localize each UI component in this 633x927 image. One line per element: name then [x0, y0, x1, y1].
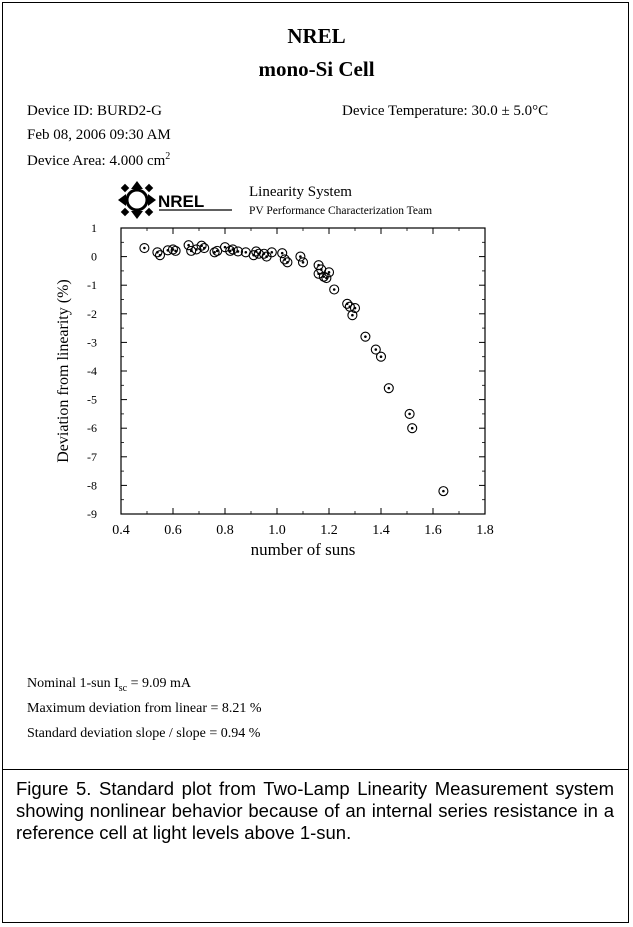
data-point	[170, 245, 181, 256]
device-id: Device ID: BURD2-G	[27, 103, 162, 119]
y-axis-ticks: 1 0 -1 -2 -3 -4 -5 -6 -7 -8 -9	[87, 221, 485, 521]
plot-frame	[120, 227, 486, 515]
data-point	[360, 331, 371, 342]
y-tick-label: -8	[87, 478, 97, 492]
linearity-chart: NREL Linearity System PV Performance Cha…	[55, 181, 494, 559]
nominal-isc-text: Nominal 1-sun I	[27, 676, 119, 691]
y-tick-label: -1	[87, 278, 97, 292]
data-point	[329, 284, 340, 295]
y-tick-label: -2	[87, 307, 97, 321]
y-tick-label: 1	[91, 221, 97, 235]
data-point	[232, 246, 244, 257]
nominal-isc: Nominal 1-sun Isc = 9.09 mA	[27, 676, 191, 694]
data-point	[227, 244, 238, 255]
data-point	[349, 303, 361, 314]
title-device: mono-Si Cell	[258, 57, 375, 81]
y-tick-label: -5	[87, 393, 97, 407]
nrel-logo-icon	[118, 181, 156, 219]
max-deviation: Maximum deviation from linear = 8.21 %	[27, 701, 262, 716]
data-point	[375, 351, 387, 362]
data-point	[183, 240, 194, 251]
x-axis-ticks: 0.4 0.6 0.8 1.0 1.2 1.4 1.6 1.8	[112, 228, 494, 538]
x-tick-label: 1.0	[268, 523, 286, 538]
x-axis-label: number of suns	[251, 540, 356, 559]
x-tick-label: 1.6	[424, 523, 442, 538]
data-point	[154, 250, 166, 261]
data-point	[282, 257, 293, 268]
y-tick-label: 0	[91, 250, 97, 264]
data-point	[370, 344, 381, 355]
x-tick-label: 0.6	[164, 523, 182, 538]
x-tick-label: 1.2	[320, 523, 338, 538]
y-axis-label: Deviation from linearity (%)	[55, 279, 72, 463]
data-point	[139, 242, 150, 254]
logo-team-name: PV Performance Characterization Team	[249, 205, 432, 217]
y-tick-label: -6	[87, 421, 97, 435]
x-tick-label: 0.8	[216, 523, 234, 538]
data-point	[199, 242, 210, 254]
data-point	[383, 383, 394, 394]
nominal-isc-value: = 9.09 mA	[127, 676, 192, 691]
y-tick-label: -4	[87, 364, 97, 378]
device-area-exponent: 2	[165, 151, 171, 162]
data-point	[321, 272, 332, 284]
nominal-isc-subscript: sc	[118, 682, 128, 694]
y-tick-label: -7	[87, 450, 97, 464]
nrel-logo-text: NREL	[158, 192, 204, 211]
data-point	[167, 244, 179, 255]
data-point	[407, 423, 418, 434]
figure-caption: Figure 5. Standard plot from Two-Lamp Li…	[16, 778, 614, 843]
caption-divider	[2, 769, 629, 770]
nrel-logo: NREL	[118, 181, 232, 219]
data-point	[347, 310, 358, 321]
data-point	[438, 486, 449, 497]
y-tick-label: -3	[87, 335, 97, 349]
device-area-text: Device Area: 4.000 cm	[27, 153, 166, 169]
x-tick-label: 1.4	[372, 523, 390, 538]
data-point	[266, 247, 277, 258]
title-org: NREL	[287, 24, 346, 48]
data-point	[209, 247, 220, 258]
y-tick-label: -9	[87, 507, 97, 521]
data-point	[297, 257, 309, 268]
data-point	[277, 248, 288, 259]
data-point	[404, 408, 415, 419]
data-point	[323, 267, 335, 278]
std-deviation-slope: Standard deviation slope / slope = 0.94 …	[27, 726, 261, 741]
measurement-datetime: Feb 08, 2006 09:30 AM	[27, 127, 171, 143]
device-area: Device Area: 4.000 cm2	[27, 151, 170, 170]
device-temperature: Device Temperature: 30.0 ± 5.0°C	[342, 103, 549, 119]
data-point	[295, 251, 306, 262]
logo-system-name: Linearity System	[249, 184, 352, 200]
data-point	[219, 242, 231, 253]
data-point	[191, 244, 202, 255]
x-tick-label: 1.8	[476, 523, 494, 538]
data-point	[225, 245, 236, 256]
data-points	[139, 240, 449, 497]
x-tick-label: 0.4	[112, 523, 130, 538]
